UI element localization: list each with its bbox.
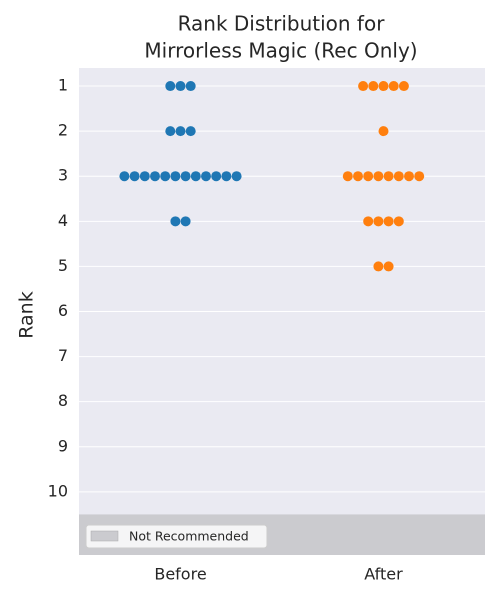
swarm-dot	[363, 171, 374, 182]
y-tick-label: 7	[58, 346, 68, 365]
swarm-dot	[180, 171, 191, 182]
swarm-dot	[175, 126, 186, 137]
swarm-dot	[373, 171, 384, 182]
swarm-dot	[139, 171, 150, 182]
chart-title: Mirrorless Magic (Rec Only)	[144, 39, 417, 63]
swarm-dot	[368, 81, 379, 92]
y-tick-label: 8	[58, 391, 68, 410]
swarm-dot	[358, 81, 369, 92]
swarm-dot	[129, 171, 140, 182]
y-tick-label: 3	[58, 166, 68, 185]
swarm-dot	[180, 216, 191, 227]
y-tick-label: 4	[58, 211, 68, 230]
swarm-dot	[201, 171, 211, 182]
y-tick-label: 10	[48, 481, 68, 500]
swarm-dot	[165, 81, 176, 92]
swarm-dot	[383, 216, 394, 227]
y-tick-label: 2	[58, 121, 68, 140]
y-tick-label: 6	[58, 301, 68, 320]
swarm-dot	[160, 171, 171, 182]
chart-title: Rank Distribution for	[178, 12, 386, 36]
swarm-dot	[119, 171, 130, 182]
swarm-dot	[150, 171, 160, 182]
swarm-dot	[388, 81, 399, 92]
swarm-dot	[170, 171, 181, 182]
swarm-dot	[211, 171, 222, 182]
swarm-dot	[383, 171, 394, 182]
swarm-dot	[414, 171, 425, 182]
swarm-dot	[165, 126, 176, 137]
swarm-dot	[378, 126, 389, 137]
swarm-dot	[383, 261, 394, 272]
swarm-dot	[185, 126, 196, 137]
swarm-dot	[190, 171, 201, 182]
swarm-dot	[342, 171, 353, 182]
swarm-dot	[353, 171, 363, 182]
swarm-dot	[170, 216, 181, 227]
y-axis-label: Rank	[16, 291, 38, 338]
swarm-dot	[378, 81, 389, 92]
x-tick-label: Before	[154, 565, 206, 584]
swarm-dot	[363, 216, 374, 227]
swarm-dot	[404, 171, 414, 182]
swarm-dot	[373, 261, 384, 272]
swarm-dot	[393, 171, 404, 182]
x-tick-label: After	[364, 565, 403, 584]
swarm-dot	[398, 81, 409, 92]
y-tick-label: 1	[58, 76, 68, 95]
legend-label: Not Recommended	[129, 529, 249, 544]
swarm-dot	[231, 171, 242, 182]
swarm-dot	[175, 81, 186, 92]
swarm-dot	[221, 171, 232, 182]
swarm-dot	[393, 216, 404, 227]
swarm-dot	[185, 81, 196, 92]
y-tick-label: 5	[58, 256, 68, 275]
legend-patch	[90, 530, 119, 542]
swarm-dot	[373, 216, 384, 227]
y-tick-label: 9	[58, 436, 68, 455]
legend-box	[85, 524, 268, 549]
